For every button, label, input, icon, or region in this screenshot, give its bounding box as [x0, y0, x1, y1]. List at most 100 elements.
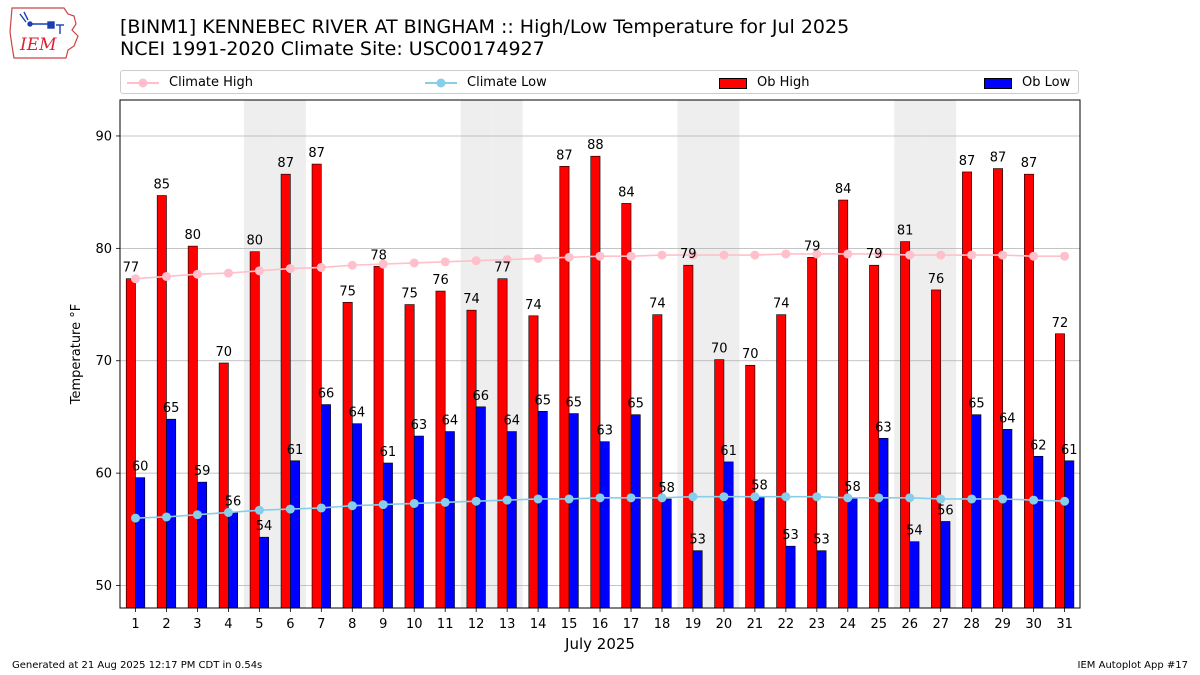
chart-title: [BINM1] KENNEBEC RIVER AT BINGHAM :: Hig…: [120, 16, 849, 60]
generated-note: Generated at 21 Aug 2025 12:17 PM CDT in…: [12, 660, 263, 671]
ob-high-label: 78: [370, 248, 387, 263]
x-tick-label: 5: [255, 617, 263, 632]
x-tick-label: 25: [871, 617, 888, 632]
ob-high-label: 75: [339, 284, 356, 299]
ob-high-label: 87: [990, 151, 1007, 166]
ob-high-label: 87: [1021, 156, 1038, 171]
ob-low-label: 65: [534, 393, 551, 408]
ob-high-bar: [497, 278, 508, 609]
x-tick-label: 15: [561, 617, 578, 632]
climate-low-point: [719, 492, 729, 502]
climate-low-point: [750, 492, 760, 502]
ob-high-label: 77: [494, 261, 511, 276]
ob-low-bar: [290, 460, 300, 609]
ob-low-bar: [135, 477, 146, 609]
weather-station-icon: [19, 11, 64, 34]
x-tick-label: 8: [348, 617, 356, 632]
y-tick-label: 60: [95, 467, 112, 482]
x-axis-label: July 2025: [564, 635, 635, 653]
ob-high-label: 81: [897, 224, 914, 239]
ob-low-bar: [816, 550, 827, 609]
x-tick-label: 16: [592, 617, 609, 632]
climate-low-point: [688, 492, 698, 502]
climate-low-point: [192, 510, 202, 520]
x-tick-label: 2: [162, 617, 170, 632]
ob-low-bar: [1002, 429, 1013, 609]
climate-high-point: [936, 250, 946, 260]
climate-high-point: [626, 251, 636, 261]
ob-high-label: 77: [123, 261, 140, 276]
ob-high-label: 79: [680, 247, 697, 262]
ob-low-bar: [940, 521, 951, 609]
x-tick-label: 10: [406, 617, 423, 632]
legend-label: Climate High: [169, 75, 254, 90]
ob-high-label: 80: [246, 234, 263, 249]
ob-low-label: 66: [473, 389, 490, 404]
ob-high-bar: [931, 289, 942, 609]
climate-low-point: [657, 493, 667, 503]
ob-low-label: 65: [565, 396, 582, 411]
title-line-1: [BINM1] KENNEBEC RIVER AT BINGHAM :: Hig…: [120, 16, 850, 38]
legend-label: Ob High: [757, 75, 810, 90]
ob-low-label: 61: [287, 443, 304, 458]
climate-high-point: [688, 250, 698, 260]
climate-high-point: [254, 266, 264, 276]
ob-low-bar: [259, 536, 269, 609]
ob-high-label: 74: [649, 297, 666, 312]
climate-high-point: [1060, 251, 1070, 261]
ob-high-bar: [249, 251, 260, 609]
ob-high-bar: [807, 257, 818, 609]
ob-high-label: 74: [463, 292, 480, 307]
climate-low-swatch: [425, 78, 457, 88]
climate-high-point: [440, 257, 450, 267]
ob-low-label: 58: [658, 481, 675, 496]
ob-low-label: 61: [1061, 443, 1078, 458]
ob-high-bar: [342, 302, 353, 609]
ob-low-label: 61: [380, 445, 397, 460]
ob-high-bar: [435, 290, 446, 609]
ob-low-bar: [1033, 455, 1044, 609]
ob-low-bar: [630, 414, 641, 609]
ob-low-label: 63: [875, 420, 892, 435]
ob-low-bar: [568, 413, 579, 609]
ob-high-label: 79: [804, 239, 821, 254]
ob-low-label: 64: [349, 406, 366, 421]
ob-high-label: 75: [401, 287, 418, 302]
ob-low-label: 62: [1030, 438, 1047, 453]
climate-low-point: [812, 492, 822, 502]
ob-high-bar: [404, 304, 415, 609]
ob-low-label: 58: [844, 480, 861, 495]
climate-high-point: [409, 258, 419, 268]
ob-low-bar: [475, 406, 486, 609]
ob-low-swatch: [984, 78, 1012, 89]
ob-high-label: 76: [432, 273, 449, 288]
x-tick-label: 20: [716, 617, 733, 632]
climate-low-point: [347, 501, 357, 511]
ob-low-bar: [878, 437, 889, 609]
climate-high-point: [285, 264, 295, 274]
climate-high-point: [719, 250, 729, 260]
ob-high-label: 74: [773, 297, 790, 312]
ob-high-swatch: [719, 78, 747, 89]
ob-high-bar: [528, 315, 539, 609]
iem-logo: IEM: [9, 7, 79, 59]
ob-low-label: 58: [751, 479, 768, 494]
climate-low-point: [378, 500, 388, 510]
ob-low-bar: [506, 431, 517, 609]
ob-low-label: 64: [999, 411, 1016, 426]
ob-low-bar: [754, 496, 765, 609]
climate-low-point: [533, 494, 543, 504]
ob-high-label: 88: [587, 138, 604, 153]
ob-low-bar: [413, 435, 424, 609]
ob-low-label: 53: [813, 533, 830, 548]
x-tick-label: 11: [437, 617, 454, 632]
ob-high-bar: [869, 264, 880, 609]
x-tick-label: 12: [468, 617, 485, 632]
ob-high-bar: [218, 362, 229, 609]
x-tick-label: 13: [499, 617, 516, 632]
ob-high-bar: [652, 314, 663, 609]
ob-high-label: 87: [959, 154, 976, 169]
ob-low-bar: [197, 481, 208, 609]
ob-high-bar: [466, 309, 477, 609]
